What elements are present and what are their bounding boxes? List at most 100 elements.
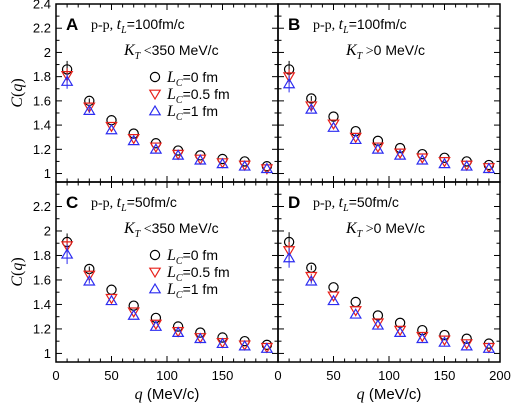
data-point [105, 121, 118, 133]
y-tick-label: 2 [44, 223, 51, 238]
legend-label: LC=0 fm [166, 69, 218, 89]
y-tick-label: 1.2 [33, 142, 51, 157]
data-point [216, 157, 229, 169]
data-point [148, 89, 162, 101]
data-point [371, 142, 385, 154]
panel-letter: A [66, 15, 78, 34]
kt-var: K [123, 42, 136, 59]
legend-label: LC=0.5 fm [166, 264, 230, 284]
data-point [60, 248, 74, 259]
data-point [105, 123, 118, 135]
time-var: t [117, 194, 122, 211]
data-point [393, 325, 407, 337]
data-point [482, 342, 496, 353]
time-sub: L [120, 203, 127, 214]
data-point [393, 148, 407, 160]
data-point [460, 339, 473, 351]
y-axis-label: C(q) [9, 257, 26, 286]
time-value: =50fm/c [349, 194, 399, 210]
panel-d: 0 50 100 150 200 D p-p, tL=50fm/c KT >0 MeV/c [274, 181, 511, 383]
data-point [83, 275, 96, 286]
y-axis-paren: ( [9, 92, 26, 97]
panel-title: p-p, tL=50fm/c [91, 194, 177, 214]
data-point [416, 153, 429, 164]
data-point [148, 282, 162, 294]
kt-rel: > [362, 44, 374, 59]
time-value: =100fm/c [127, 16, 185, 32]
legend-value: =0.5 fm [183, 264, 230, 280]
kt-label: KT >0 MeV/c [345, 42, 425, 62]
legend-sub: C [176, 112, 183, 123]
data-point [127, 134, 140, 146]
data-point [149, 319, 163, 331]
y-tick-label: 1.8 [33, 69, 51, 84]
data-point [149, 142, 163, 154]
data-point [149, 71, 161, 83]
series-2 [60, 74, 274, 174]
data-point [461, 333, 472, 344]
x-tick-label: 150 [212, 368, 234, 383]
panel-letter: C [66, 193, 78, 212]
y-tick-label: 1.4 [33, 297, 51, 312]
data-point [260, 164, 274, 175]
y-tick-label: 2 [44, 45, 51, 60]
kt-value: 0 [374, 42, 382, 58]
data-point [327, 294, 340, 306]
data-point [327, 119, 340, 131]
system-label: p-p, [91, 196, 117, 211]
legend-var: L [166, 103, 176, 120]
y-axis-var: C [9, 97, 26, 108]
data-point [371, 319, 385, 330]
y-tick-label: 2.4 [33, 0, 51, 12]
data-point [195, 327, 206, 338]
data-point [438, 336, 451, 347]
kt-unit: MeV/c [381, 42, 425, 58]
legend-var: L [166, 86, 176, 103]
data-point [172, 321, 184, 332]
data-point [149, 320, 163, 331]
x-tick-label: 50 [326, 368, 340, 383]
data-point [149, 143, 163, 154]
kt-sub: T [135, 229, 142, 240]
data-point [416, 331, 429, 343]
kt-rel: < [140, 44, 152, 59]
data-point [148, 267, 162, 279]
panel-title: p-p, tL=100fm/c [313, 16, 407, 36]
data-point [371, 143, 385, 154]
data-point [171, 326, 185, 338]
legend-sub: C [176, 290, 183, 301]
data-point [305, 275, 318, 286]
data-point [349, 133, 362, 145]
time-value: =50fm/c [127, 194, 177, 210]
kt-unit: MeV/c [175, 220, 219, 236]
system-label: p-p, [91, 18, 117, 33]
series-2 [282, 75, 496, 174]
system-label: p-p, [313, 196, 339, 211]
x-tick-label: 50 [104, 368, 118, 383]
data-point [60, 71, 74, 82]
data-point [60, 75, 74, 86]
y-tick-label: 1.6 [33, 272, 51, 287]
data-point [148, 104, 162, 116]
data-point [438, 157, 451, 168]
series-0 [283, 60, 495, 171]
kt-var: K [123, 220, 136, 237]
legend-sub: C [176, 273, 183, 284]
data-point [127, 309, 140, 320]
time-var: t [117, 16, 122, 33]
y-axis-label: C(q) [9, 78, 26, 107]
panel-title: p-p, tL=50fm/c [313, 194, 399, 214]
x-tick-label: 200 [489, 368, 511, 383]
system-label: p-p, [313, 18, 339, 33]
data-point [393, 149, 407, 160]
x-axis-unit: (MeV/c) [365, 386, 422, 403]
data-point [393, 326, 407, 338]
data-point [349, 132, 362, 144]
data-point [439, 329, 450, 341]
x-axis-label: q (MeV/c) [357, 386, 422, 403]
y-tick-label: 2.2 [33, 21, 51, 36]
